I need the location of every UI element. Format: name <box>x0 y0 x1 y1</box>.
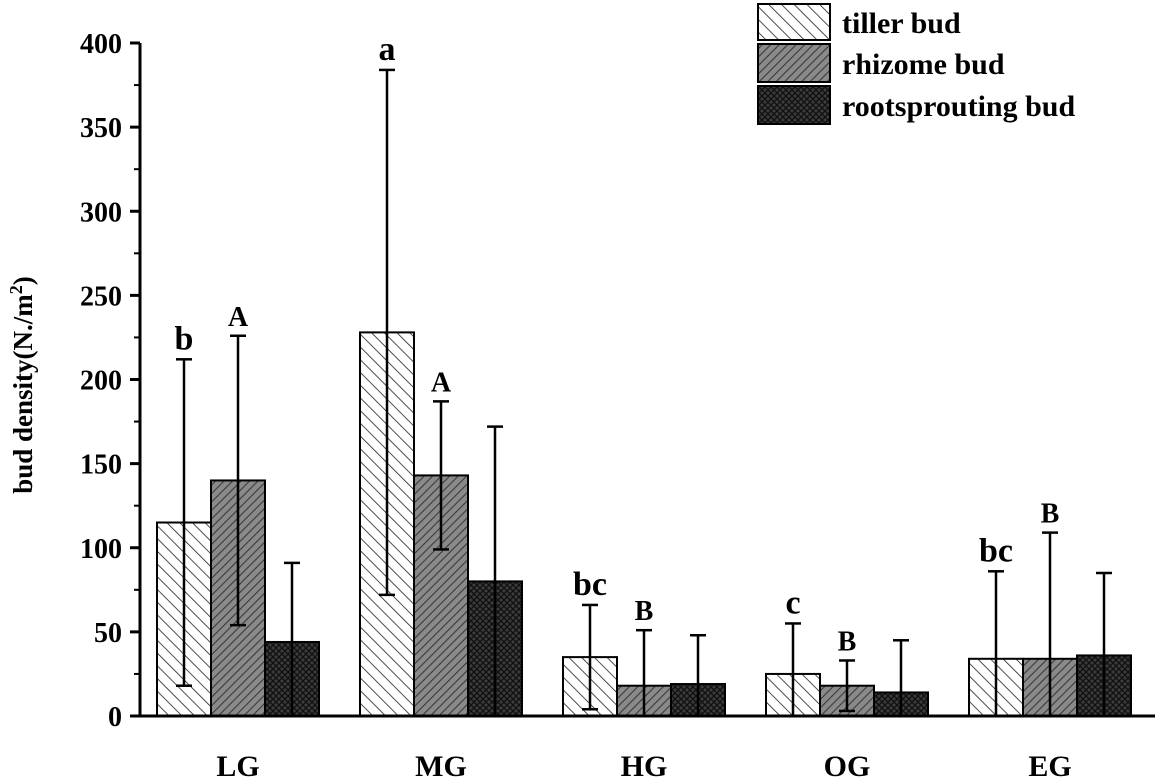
significance-label-hg-tiller-bud: bc <box>573 566 607 603</box>
y-tick-label: 300 <box>80 197 122 228</box>
x-category-label-mg: MG <box>415 750 467 781</box>
y-tick-label: 150 <box>80 450 122 481</box>
y-tick-label: 250 <box>80 281 122 312</box>
significance-label-eg-rhizome-bud: B <box>1041 499 1060 530</box>
legend-label-rhizome-bud: rhizome bud <box>842 48 1005 81</box>
y-axis-label-exponent: 2 <box>6 285 26 294</box>
y-axis-label: bud density(N./m2) <box>6 276 38 494</box>
significance-label-mg-tiller-bud: a <box>379 31 396 68</box>
x-category-label-hg: HG <box>621 750 668 781</box>
significance-label-lg-tiller-bud: b <box>175 320 194 357</box>
significance-label-mg-rhizome-bud: A <box>431 367 452 398</box>
legend-swatch-tiller-bud <box>757 3 831 41</box>
y-tick-label: 50 <box>94 618 122 649</box>
significance-labels-layer: b Aa Abc B c Bbc B <box>175 31 1060 658</box>
x-labels-layer: LG MG HG OG EG <box>216 750 1071 781</box>
y-axis-label-unit: (N./m <box>8 294 38 360</box>
y-tick-label: 350 <box>80 113 122 144</box>
legend-swatch-rootsprouting-bud <box>757 85 831 125</box>
x-category-label-og: OG <box>824 750 871 781</box>
x-category-label-eg: EG <box>1028 750 1071 781</box>
y-axis-label-main: bud density <box>8 359 38 494</box>
legend: tiller bud rhizome bud rootsprouting bud <box>757 3 1075 125</box>
x-category-label-lg: LG <box>216 750 259 781</box>
y-tick-label: 0 <box>108 702 122 733</box>
y-tick-label: 200 <box>80 366 122 397</box>
significance-label-eg-tiller-bud: bc <box>979 532 1013 569</box>
significance-label-og-tiller-bud: c <box>785 584 800 621</box>
significance-label-og-rhizome-bud: B <box>838 626 857 657</box>
significance-label-hg-rhizome-bud: B <box>635 596 654 627</box>
y-tick-label: 100 <box>80 534 122 565</box>
legend-swatch-rhizome-bud <box>757 43 831 83</box>
legend-label-tiller-bud: tiller bud <box>842 7 961 40</box>
significance-label-lg-rhizome-bud: A <box>228 302 249 333</box>
y-tick-label: 400 <box>80 29 122 60</box>
y-axis-label-close: ) <box>8 276 38 285</box>
legend-label-rootsprouting-bud: rootsprouting bud <box>842 90 1075 123</box>
error-bars-layer <box>176 68 1112 716</box>
y-ticks-layer: 0 50 100 150 200 250 300 350 400 <box>80 29 140 733</box>
